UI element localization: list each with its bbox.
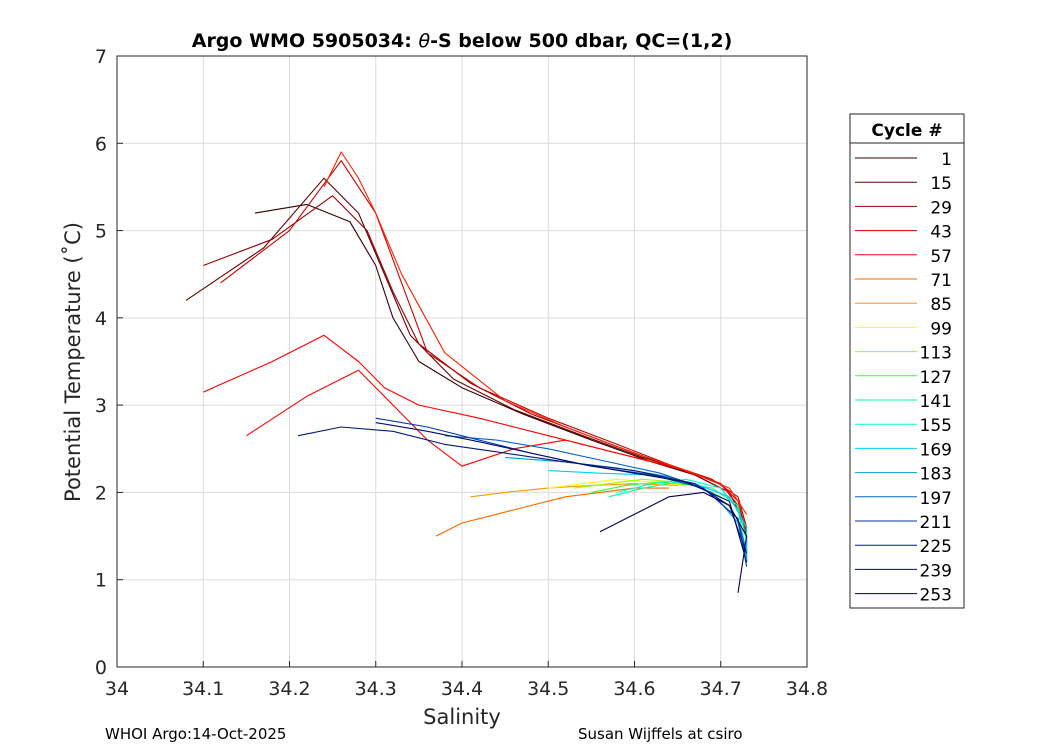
- x-tick-label: 34.3: [355, 678, 397, 700]
- legend: Cycle # 1 15 29 43 57 71 85 99 113 127 141 155 169 18…: [849, 113, 965, 609]
- series-line-cycle-57c: [323, 151, 748, 515]
- legend-label: 127: [920, 368, 952, 388]
- y-tick-label: 4: [95, 308, 107, 330]
- legend-label: 85: [930, 295, 952, 315]
- x-tick-label: 34.4: [441, 678, 483, 700]
- axis-ticks: 34 34.1 34.2 34.3 34.4 34.5 34.6 34.7 34.8012345…: [95, 46, 828, 700]
- series-line-cycle-155: [617, 478, 748, 554]
- x-tick-label: 34.5: [527, 678, 569, 700]
- legend-label: 113: [920, 344, 952, 364]
- series-line-cycle-71: [435, 487, 669, 537]
- legend-label: 225: [920, 537, 952, 557]
- series-line-cycle-57: [203, 334, 748, 532]
- legend-box: [849, 113, 965, 609]
- legend-label: 169: [920, 440, 952, 460]
- legend-label: 71: [930, 271, 952, 291]
- grid-lines: [117, 56, 807, 667]
- legend-label: 183: [920, 465, 952, 485]
- series-line-cycle-225: [297, 426, 748, 554]
- chart-title-pre: Argo WMO 5905034:: [192, 30, 419, 52]
- legend-label: 1: [941, 150, 952, 170]
- x-tick-label: 34: [105, 678, 129, 700]
- x-tick-label: 34.7: [700, 678, 742, 700]
- legend-label: 15: [930, 174, 952, 194]
- y-tick-label: 2: [95, 482, 107, 504]
- series-line-cycle-29: [203, 195, 748, 528]
- x-axis-label: Salinity: [423, 705, 501, 729]
- x-tick-label: 34.1: [182, 678, 224, 700]
- legend-title: Cycle #: [871, 121, 942, 141]
- y-axis-label: Potential Temperature (˚C): [61, 222, 85, 502]
- footer-source: WHOI Argo:14-Oct-2025: [105, 725, 287, 743]
- y-tick-label: 1: [95, 570, 107, 592]
- y-tick-label: 7: [95, 46, 107, 68]
- legend-label: 99: [930, 319, 952, 339]
- series-layer: [185, 151, 748, 593]
- chart-title: Argo WMO 5905034: θ-S below 500 dbar, QC…: [192, 30, 733, 52]
- legend-label: 57: [930, 247, 952, 267]
- footer-credit: Susan Wijffels at csiro: [578, 725, 743, 743]
- y-tick-label: 3: [95, 395, 107, 417]
- series-line-cycle-99: [548, 478, 687, 489]
- legend-label: 29: [930, 198, 952, 218]
- legend-label: 141: [920, 392, 952, 412]
- y-tick-label: 0: [95, 657, 107, 679]
- x-tick-label: 34.8: [786, 678, 828, 700]
- legend-label: 155: [920, 416, 952, 436]
- legend-label: 211: [920, 513, 952, 533]
- legend-label: 239: [920, 561, 952, 581]
- series-line-cycle-253: [599, 491, 748, 593]
- series-line-cycle-183: [505, 456, 748, 559]
- y-tick-label: 6: [95, 133, 107, 155]
- series-line-cycle-1: [254, 203, 748, 563]
- legend-entries: 1 15 29 43 57 71 85 99 113 127 141 155 169 183 197 211 2…: [855, 150, 952, 606]
- legend-label: 43: [930, 223, 952, 243]
- series-line-cycle-15: [185, 177, 748, 532]
- x-tick-label: 34.2: [268, 678, 310, 700]
- series-line-cycle-43: [220, 160, 748, 528]
- legend-label: 253: [920, 586, 952, 606]
- legend-label: 197: [920, 489, 952, 509]
- y-tick-label: 5: [95, 221, 107, 243]
- chart-title-theta: θ: [418, 30, 430, 52]
- x-tick-label: 34.6: [613, 678, 655, 700]
- series-line-cycle-85: [470, 483, 678, 498]
- series-line-cycle-239: [375, 422, 748, 563]
- chart-title-post: -S below 500 dbar, QC=(1,2): [430, 30, 732, 52]
